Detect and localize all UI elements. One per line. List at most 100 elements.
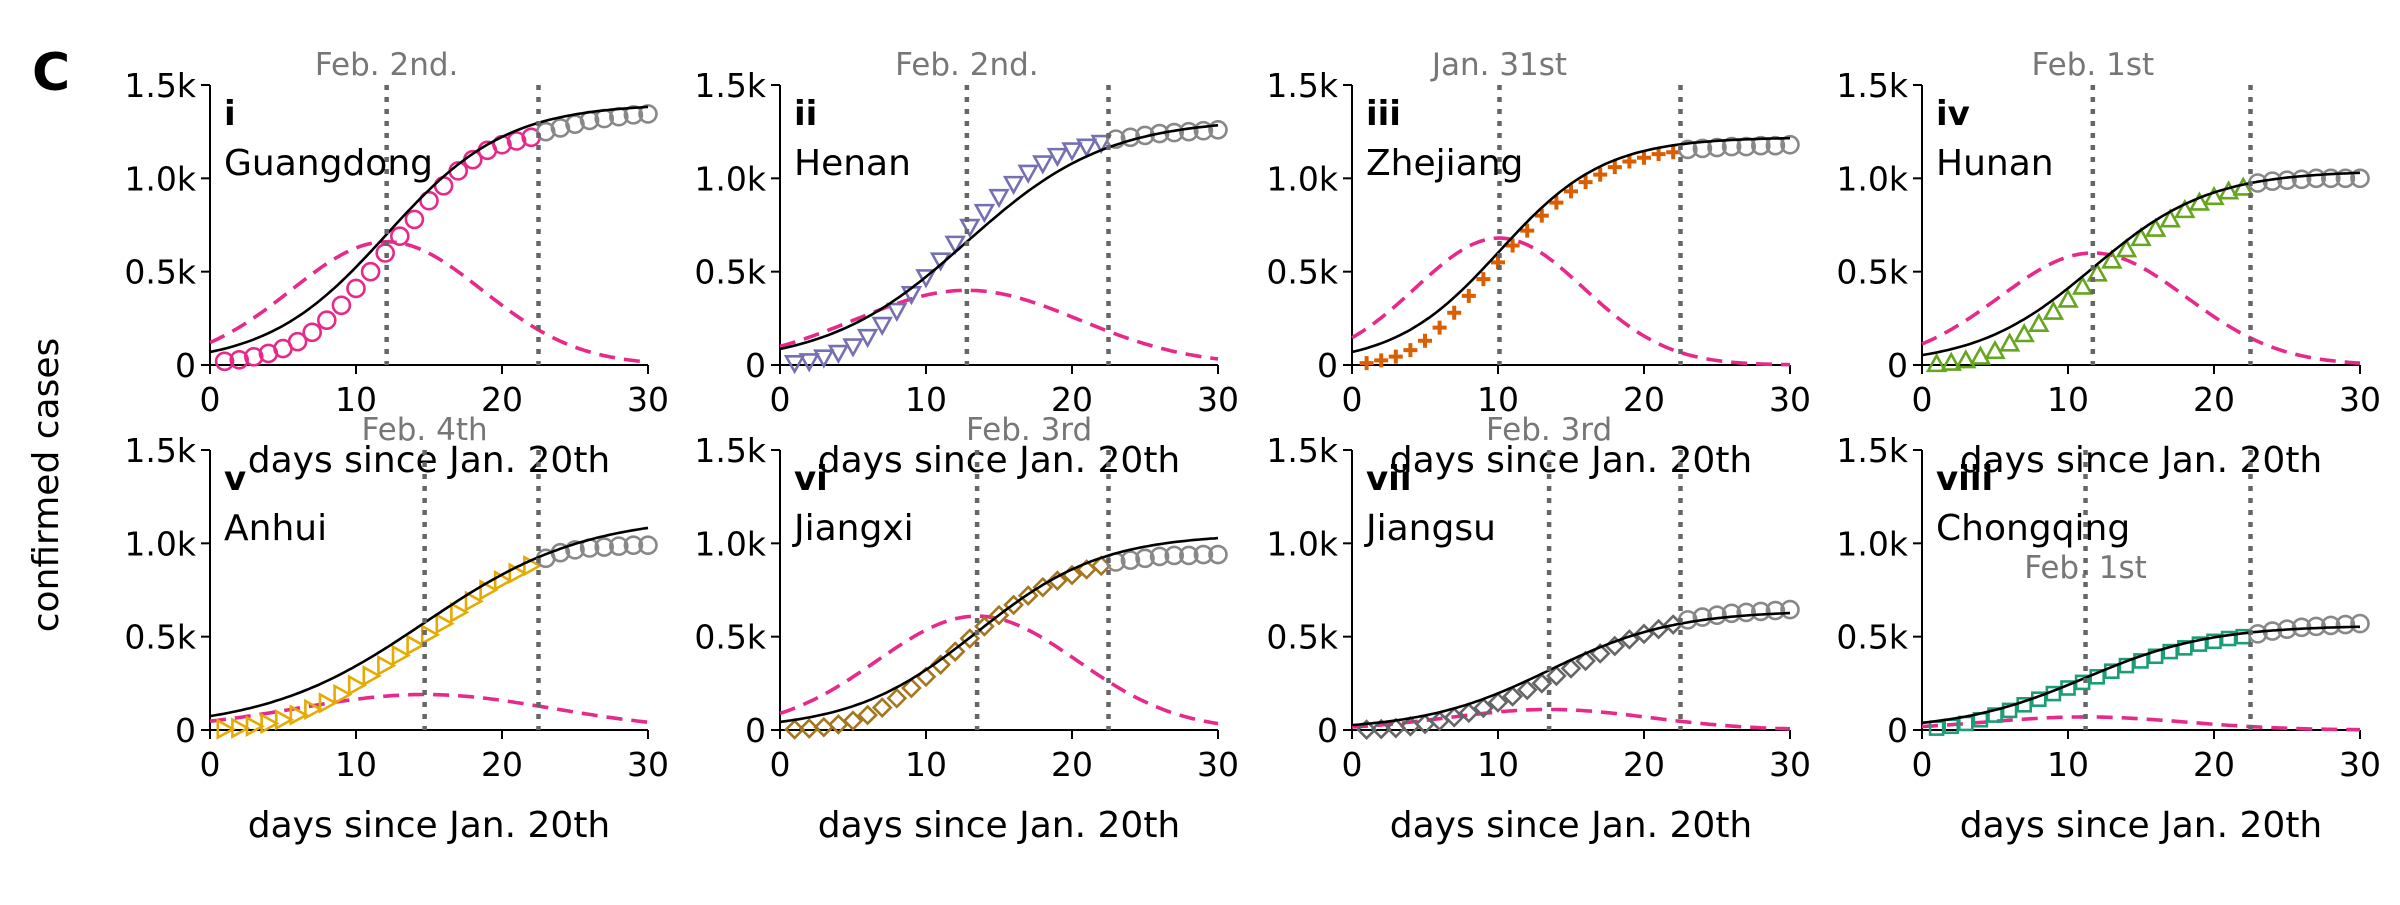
post-window-point <box>1106 129 1126 149</box>
post-window-point <box>1751 601 1771 622</box>
observed-point <box>944 641 966 662</box>
observed-point <box>304 698 324 721</box>
x-tick-label: 0 <box>1912 745 1933 784</box>
observed-point <box>433 176 454 196</box>
post-window-point <box>1149 546 1170 567</box>
observed-point <box>842 710 864 732</box>
observed-point <box>1370 718 1392 740</box>
post-window-point <box>608 536 629 556</box>
date-annotation: Feb. 4th <box>362 412 488 448</box>
observed-point <box>2118 657 2135 674</box>
y-tick-label: 1.0k <box>124 159 196 198</box>
post-window-point <box>1765 135 1786 156</box>
observed-point <box>420 624 441 646</box>
post-window-point <box>1193 120 1214 141</box>
observed-point <box>1447 305 1462 320</box>
date-annotation: Jan. 31st <box>1430 47 1567 83</box>
observed-point <box>450 601 470 624</box>
x-axis-label: days since Jan. 20th <box>1960 440 2323 481</box>
x-tick-label: 30 <box>2339 745 2381 784</box>
panel-numeral: vi <box>794 459 828 499</box>
observed-point <box>1637 150 1651 165</box>
x-tick-label: 20 <box>481 380 523 419</box>
observed-point <box>244 346 264 367</box>
observed-point <box>871 316 893 337</box>
observed-point <box>1403 343 1418 358</box>
observed-point <box>929 252 952 272</box>
y-tick-label: 1.5k <box>694 66 766 105</box>
x-tick-label: 10 <box>335 745 377 784</box>
date-annotation: Feb. 1st <box>2032 47 2155 83</box>
x-axis-label: days since Jan. 20th <box>248 805 611 846</box>
observed-point <box>1516 679 1538 701</box>
x-tick-label: 0 <box>1342 380 1363 419</box>
y-tick-label: 1.0k <box>1836 524 1908 563</box>
incidence-curve <box>779 614 1219 726</box>
post-window-point <box>1780 134 1800 155</box>
observed-point <box>2042 300 2065 320</box>
x-tick-label: 20 <box>481 745 523 784</box>
x-tick-label: 0 <box>770 745 791 784</box>
observed-point <box>1359 356 1374 371</box>
observed-point <box>974 616 995 637</box>
y-tick-label: 0.5k <box>124 618 196 657</box>
x-tick-label: 0 <box>200 380 221 419</box>
y-tick-label: 1.0k <box>694 524 766 563</box>
observed-point <box>289 704 309 726</box>
y-tick-label: 0 <box>1887 346 1908 385</box>
observed-point <box>2147 648 2164 665</box>
observed-point <box>2206 633 2222 650</box>
y-tick-label: 0.5k <box>124 253 196 292</box>
x-tick-label: 20 <box>2193 745 2235 784</box>
fit-curve <box>779 124 1219 351</box>
x-axis-label: days since Jan. 20th <box>1390 805 1753 846</box>
observed-point <box>2188 191 2211 211</box>
observed-point <box>2203 185 2225 206</box>
observed-point <box>988 188 1010 209</box>
observed-point <box>783 355 806 375</box>
observed-point <box>2144 217 2167 237</box>
x-tick-label: 20 <box>1623 745 1665 784</box>
observed-point <box>231 717 251 739</box>
observed-point <box>1546 665 1567 687</box>
observed-point <box>404 209 425 230</box>
panel-numeral: iii <box>1366 94 1401 134</box>
observed-point <box>1418 333 1432 348</box>
panel-numeral: i <box>224 94 236 134</box>
post-window-point <box>1135 548 1155 569</box>
x-tick-label: 10 <box>2047 745 2089 784</box>
x-tick-label: 10 <box>905 380 947 419</box>
y-tick-label: 1.0k <box>694 159 766 198</box>
observed-point <box>2220 630 2237 647</box>
observed-point <box>506 131 527 151</box>
incidence-curve <box>1351 236 1791 367</box>
post-window-point <box>2306 168 2326 189</box>
panel-v: 0 0.5k 1.0k 1.5k 0 10 20 30 days since Jan. 20th… <box>124 412 669 846</box>
observed-point <box>1593 167 1608 182</box>
observed-point <box>1940 351 1962 371</box>
observed-point <box>915 269 937 289</box>
post-window-point <box>1721 603 1742 624</box>
observed-point <box>944 235 966 255</box>
observed-point <box>406 634 426 656</box>
y-tick-label: 1.0k <box>124 524 196 563</box>
x-axis-label: days since Jan. 20th <box>1390 440 1753 481</box>
observed-point <box>2133 653 2149 669</box>
observed-point <box>2130 226 2152 247</box>
observed-point <box>377 654 397 677</box>
y-tick-label: 1.5k <box>124 431 196 470</box>
observed-point <box>333 683 353 706</box>
y-tick-label: 1.0k <box>1836 159 1908 198</box>
post-window-point <box>1765 600 1786 621</box>
observed-point <box>2013 323 2035 343</box>
y-tick-label: 1.5k <box>1266 431 1338 470</box>
y-tick-label: 0 <box>1317 346 1338 385</box>
figure-label: C <box>32 43 70 103</box>
x-tick-label: 0 <box>1342 745 1363 784</box>
post-window-point <box>1707 137 1727 158</box>
panel-numeral: v <box>224 459 246 499</box>
post-window-point <box>2350 168 2370 189</box>
x-tick-label: 30 <box>1197 380 1239 419</box>
y-tick-label: 0 <box>175 346 196 385</box>
observed-point <box>1061 142 1083 162</box>
